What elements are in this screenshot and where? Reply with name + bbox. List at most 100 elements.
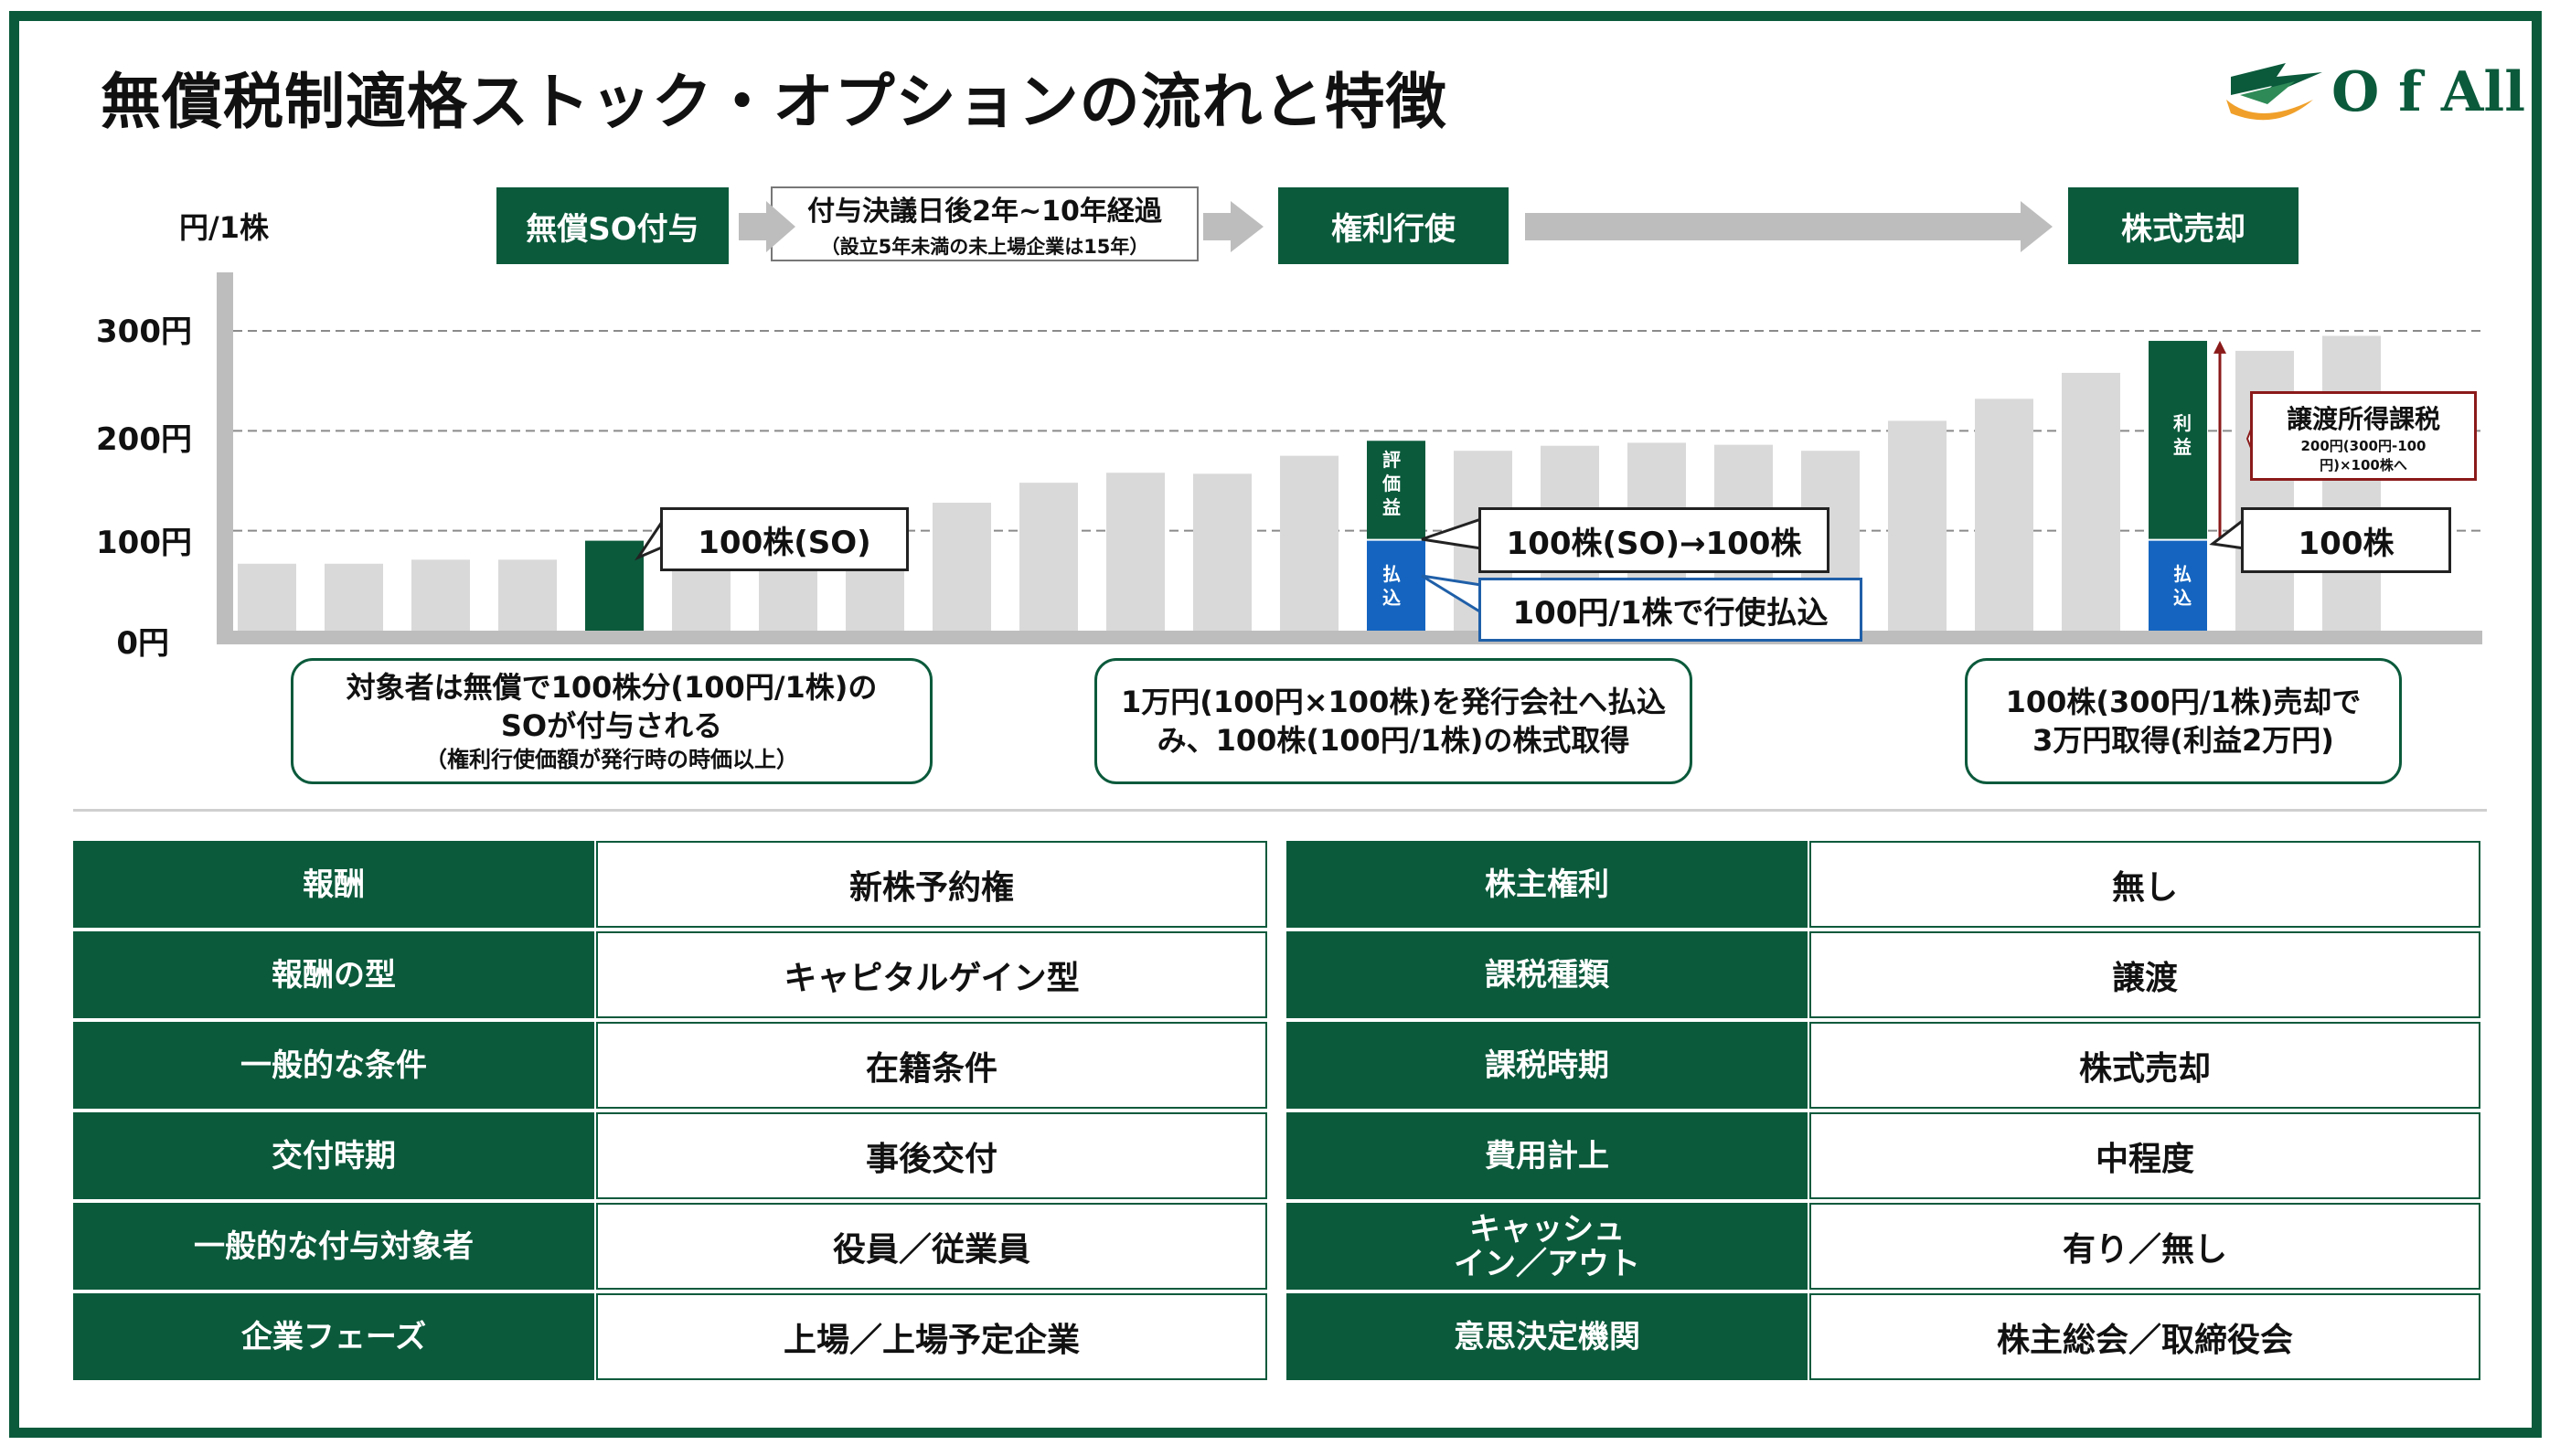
bar: [325, 563, 383, 631]
row-value: 新株予約権: [596, 841, 1267, 928]
arrow-right-icon: [1525, 201, 2053, 252]
bar: [1888, 420, 1947, 631]
table-row: 一般的な付与対象者 役員／従業員: [73, 1203, 1267, 1290]
table-row: 一般的な条件 在籍条件: [73, 1022, 1267, 1109]
row-value: 譲渡: [1809, 931, 2480, 1018]
row-header: 企業フェーズ: [73, 1293, 594, 1380]
row-header: 課税時期: [1286, 1022, 1808, 1109]
y-tick-label: 300円: [96, 314, 192, 350]
row-header: 課税種類: [1286, 931, 1808, 1018]
features-table-left: 報酬 新株予約権 報酬の型 キャピタルゲイン型 一般的な条件 在籍条件 交付時期…: [73, 841, 1267, 1384]
bar: [1106, 473, 1165, 631]
row-value: 在籍条件: [596, 1022, 1267, 1109]
tax-title: 譲渡所得課税: [2286, 404, 2440, 434]
company-logo: O f All: [2222, 58, 2525, 132]
tax-sub-2: 円)×100株へ: [2320, 457, 2407, 473]
desc-line: SOが付与される: [500, 708, 723, 743]
y-tick-label: 100円: [96, 525, 192, 561]
desc-grant: 対象者は無償で100株分(100円/1株)の SOが付与される （権利行使価額が…: [291, 658, 933, 784]
desc-line: 対象者は無償で100株分(100円/1株)の: [346, 670, 878, 705]
stage-grant: 無償SO付与: [496, 187, 729, 264]
profit-label: 利 益: [2153, 411, 2212, 459]
callout-exercise-pay: 100円/1株で行使払込: [1478, 578, 1862, 642]
bar: [933, 503, 991, 631]
bar-pay-segment: [2149, 540, 2207, 631]
slide-frame: [9, 11, 2542, 1438]
gain-label: 評 価 益: [1362, 448, 1421, 519]
pay-label-char: 払: [1382, 563, 1401, 585]
callout-grant: 100株(SO): [660, 507, 909, 571]
table-row: キャッシュ イン／アウト 有り／無し: [1286, 1203, 2480, 1290]
row-value: 株主総会／取締役会: [1809, 1293, 2480, 1380]
bar: [1193, 473, 1252, 631]
gain-label-char: 価: [1382, 473, 1401, 494]
pay-label: 払 込: [2153, 562, 2212, 610]
bar: [1975, 399, 2033, 631]
page-title: 無償税制適格ストック・オプションの流れと特徴: [101, 67, 1447, 137]
pay-label-char: 込: [2173, 587, 2192, 609]
bar: [498, 559, 557, 631]
bar: [411, 559, 470, 631]
bar: [2062, 372, 2120, 631]
row-value: 上場／上場予定企業: [596, 1293, 1267, 1380]
callout-pointer: [2209, 515, 2246, 550]
y-tick-label: 0円: [116, 625, 169, 662]
period-main-text: 付与決議日後2年~10年経過: [807, 196, 1162, 228]
row-value: 有り／無し: [1809, 1203, 2480, 1290]
gain-label-char: 評: [1382, 449, 1401, 471]
row-value: 事後交付: [596, 1112, 1267, 1199]
bar: [1019, 483, 1078, 631]
table-row: 企業フェーズ 上場／上場予定企業: [73, 1293, 1267, 1380]
table-row: 費用計上 中程度: [1286, 1112, 2480, 1199]
callout-sale-shares: 100株: [2241, 507, 2451, 573]
row-value: 役員／従業員: [596, 1203, 1267, 1290]
bar: [1280, 455, 1339, 631]
logo-text: O f All: [2331, 60, 2525, 124]
tax-sub-1: 200円(300円-100: [2300, 438, 2427, 454]
desc-line: 100株(300円/1株)売却で: [2005, 685, 2362, 719]
callout-exercise-shares: 100株(SO)→100株: [1478, 507, 1829, 573]
callout-pointer: [1421, 516, 1483, 550]
arrow-right-icon: [1203, 201, 1264, 252]
bar: [2322, 335, 2381, 631]
gain-label-char: 益: [1382, 496, 1401, 518]
bars: [238, 335, 2381, 631]
tax-callout: 譲渡所得課税 200円(300円-100 円)×100株へ: [2250, 391, 2477, 481]
axes: [217, 272, 2482, 644]
stage-sale: 株式売却: [2068, 187, 2299, 264]
table-row: 課税時期 株式売却: [1286, 1022, 2480, 1109]
grid-lines: [233, 330, 2482, 532]
table-row: 報酬 新株予約権: [73, 841, 1267, 928]
row-value: 無し: [1809, 841, 2480, 928]
table-row: 意思決定機関 株主総会／取締役会: [1286, 1293, 2480, 1380]
pay-label: 払 込: [1362, 562, 1421, 610]
x-axis: [217, 631, 2482, 644]
bar: [238, 563, 296, 631]
row-header: 交付時期: [73, 1112, 594, 1199]
tax-arrow-head: [2213, 340, 2226, 354]
desc-line: 3万円取得(利益2万円): [2032, 723, 2334, 758]
period-sub-text: （設立5年未満の未上場企業は15年）: [820, 236, 1149, 258]
row-header: 報酬の型: [73, 931, 594, 1018]
features-table-right: 株主権利 無し 課税種類 譲渡 課税時期 株式売却 費用計上 中程度 キャッシュ…: [1286, 841, 2480, 1384]
period-box: 付与決議日後2年~10年経過 （設立5年未満の未上場企業は15年）: [771, 186, 1199, 261]
row-header: キャッシュ イン／アウト: [1286, 1203, 1808, 1290]
bar: [585, 540, 644, 631]
pay-label-char: 込: [1382, 587, 1401, 609]
table-row: 課税種類 譲渡: [1286, 931, 2480, 1018]
table-row: 交付時期 事後交付: [73, 1112, 1267, 1199]
y-tick-label: 200円: [96, 421, 192, 458]
profit-label-char: 益: [2173, 436, 2192, 458]
section-divider: [73, 809, 2487, 812]
row-header: 報酬: [73, 841, 594, 928]
row-header: 一般的な条件: [73, 1022, 594, 1109]
y-axis: [217, 272, 233, 644]
row-header: 一般的な付与対象者: [73, 1203, 594, 1290]
row-header: 株主権利: [1286, 841, 1808, 928]
bar-gain-segment: [1367, 441, 1425, 539]
pay-label-char: 払: [2173, 563, 2192, 585]
logo-mark-icon: [2226, 63, 2322, 121]
stock-price-chart: [217, 201, 2482, 644]
desc-exercise: 1万円(100円×100株)を発行会社へ払込 み、100株(100円/1株)の株…: [1094, 658, 1692, 784]
row-header: 費用計上: [1286, 1112, 1808, 1199]
